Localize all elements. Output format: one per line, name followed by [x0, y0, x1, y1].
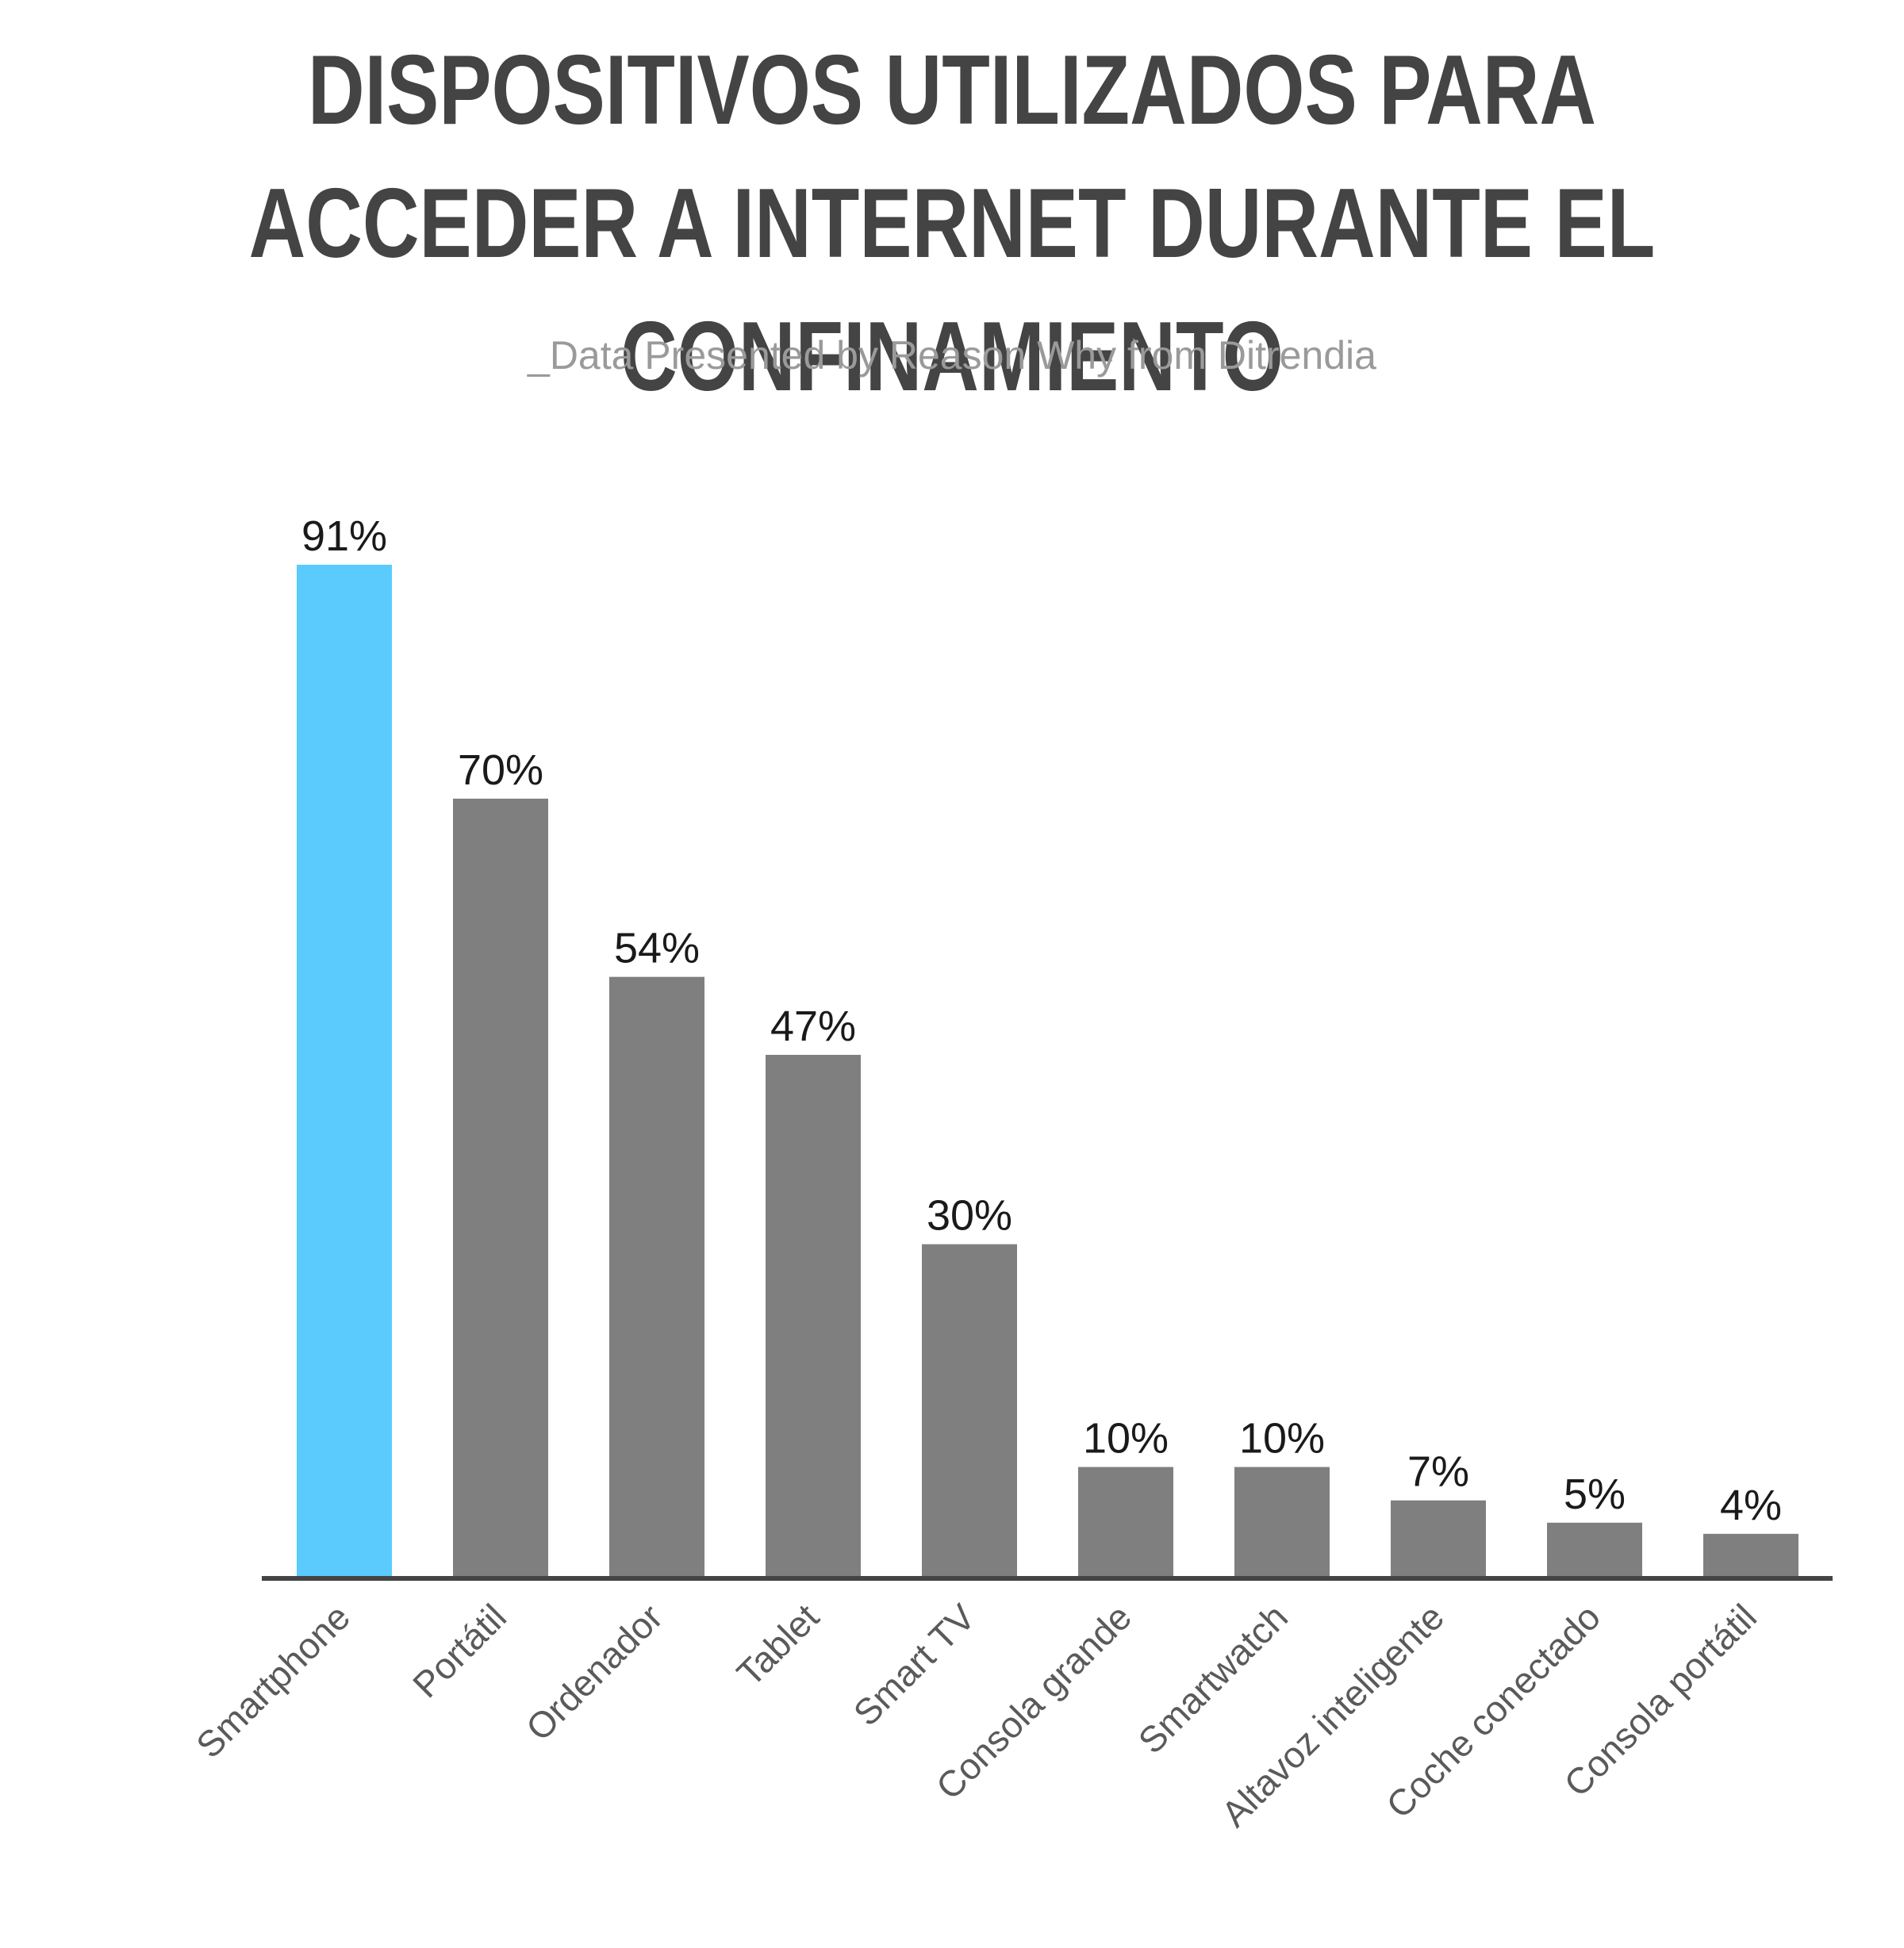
- category-label-4: Smart TV: [846, 1596, 984, 1734]
- bar-1: [453, 798, 548, 1578]
- bar-4: [922, 1244, 1017, 1578]
- value-label-7: 7%: [1407, 1448, 1469, 1496]
- bar-0: [297, 565, 392, 1578]
- category-label-1: Portátil: [405, 1596, 514, 1705]
- bars-layer: [297, 565, 1798, 1578]
- bar-9: [1703, 1533, 1798, 1578]
- bar-2: [609, 976, 704, 1578]
- value-label-1: 70%: [458, 746, 543, 794]
- bar-5: [1078, 1467, 1173, 1578]
- value-label-0: 91%: [301, 512, 387, 560]
- category-label-6: Smartwatch: [1130, 1596, 1296, 1761]
- value-label-5: 10%: [1083, 1415, 1169, 1463]
- chart-title: DISPOSITIVOS UTILIZADOS PARA ACCEDER A I…: [248, 36, 1656, 412]
- category-label-0: Smartphone: [188, 1596, 358, 1766]
- bar-8: [1547, 1522, 1642, 1578]
- category-label-2: Ordenador: [518, 1596, 670, 1748]
- value-label-3: 47%: [770, 1003, 856, 1050]
- value-label-2: 54%: [614, 925, 700, 972]
- value-label-6: 10%: [1239, 1415, 1325, 1463]
- bar-6: [1234, 1467, 1330, 1578]
- value-label-4: 30%: [927, 1192, 1012, 1240]
- category-label-3: Tablet: [729, 1596, 827, 1694]
- category-labels-layer: Smartphone Portátil Ordenador Tablet Smart T…: [188, 1596, 1764, 1835]
- bar-3: [766, 1054, 861, 1578]
- value-label-9: 4%: [1720, 1482, 1782, 1529]
- bar-7: [1391, 1500, 1486, 1578]
- value-labels-layer: 91% 70% 54% 47% 30% 10% 10% 7% 5% 4%: [301, 512, 1782, 1529]
- chart-subtitle: _Data Presented by Reason Why from Ditre…: [528, 333, 1376, 378]
- value-label-8: 5%: [1564, 1471, 1626, 1518]
